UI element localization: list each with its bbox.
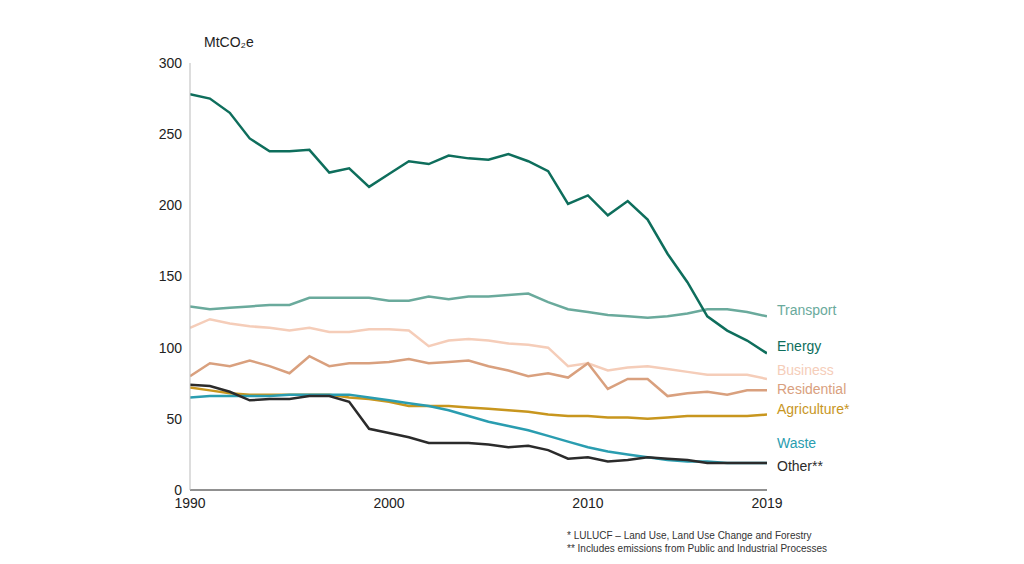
svg-text:Transport: Transport xyxy=(777,302,837,318)
svg-text:2010: 2010 xyxy=(572,495,603,511)
svg-text:Agriculture*: Agriculture* xyxy=(777,401,850,417)
svg-text:Energy: Energy xyxy=(777,338,821,354)
svg-text:Other**: Other** xyxy=(777,458,823,474)
svg-text:2019: 2019 xyxy=(751,495,782,511)
svg-text:100: 100 xyxy=(159,340,183,356)
svg-text:Waste: Waste xyxy=(777,435,816,451)
svg-text:2000: 2000 xyxy=(373,495,404,511)
svg-text:200: 200 xyxy=(159,197,183,213)
html-text:* LULUCF – Land Use, Land Use: * LULUCF – Land Use, Land Use Change and… xyxy=(567,530,812,541)
html-text:MtCO₂e: MtCO₂e xyxy=(204,34,254,50)
svg-text:0: 0 xyxy=(174,482,182,498)
html-text:** Includes emissions from Pub: ** Includes emissions from Public and In… xyxy=(567,543,828,554)
svg-text:Business: Business xyxy=(777,362,834,378)
svg-text:250: 250 xyxy=(159,126,183,142)
svg-text:1990: 1990 xyxy=(174,494,206,511)
svg-text:Residential: Residential xyxy=(777,381,846,397)
svg-text:50: 50 xyxy=(166,411,182,427)
svg-text:150: 150 xyxy=(159,268,183,284)
svg-text:300: 300 xyxy=(159,55,183,71)
